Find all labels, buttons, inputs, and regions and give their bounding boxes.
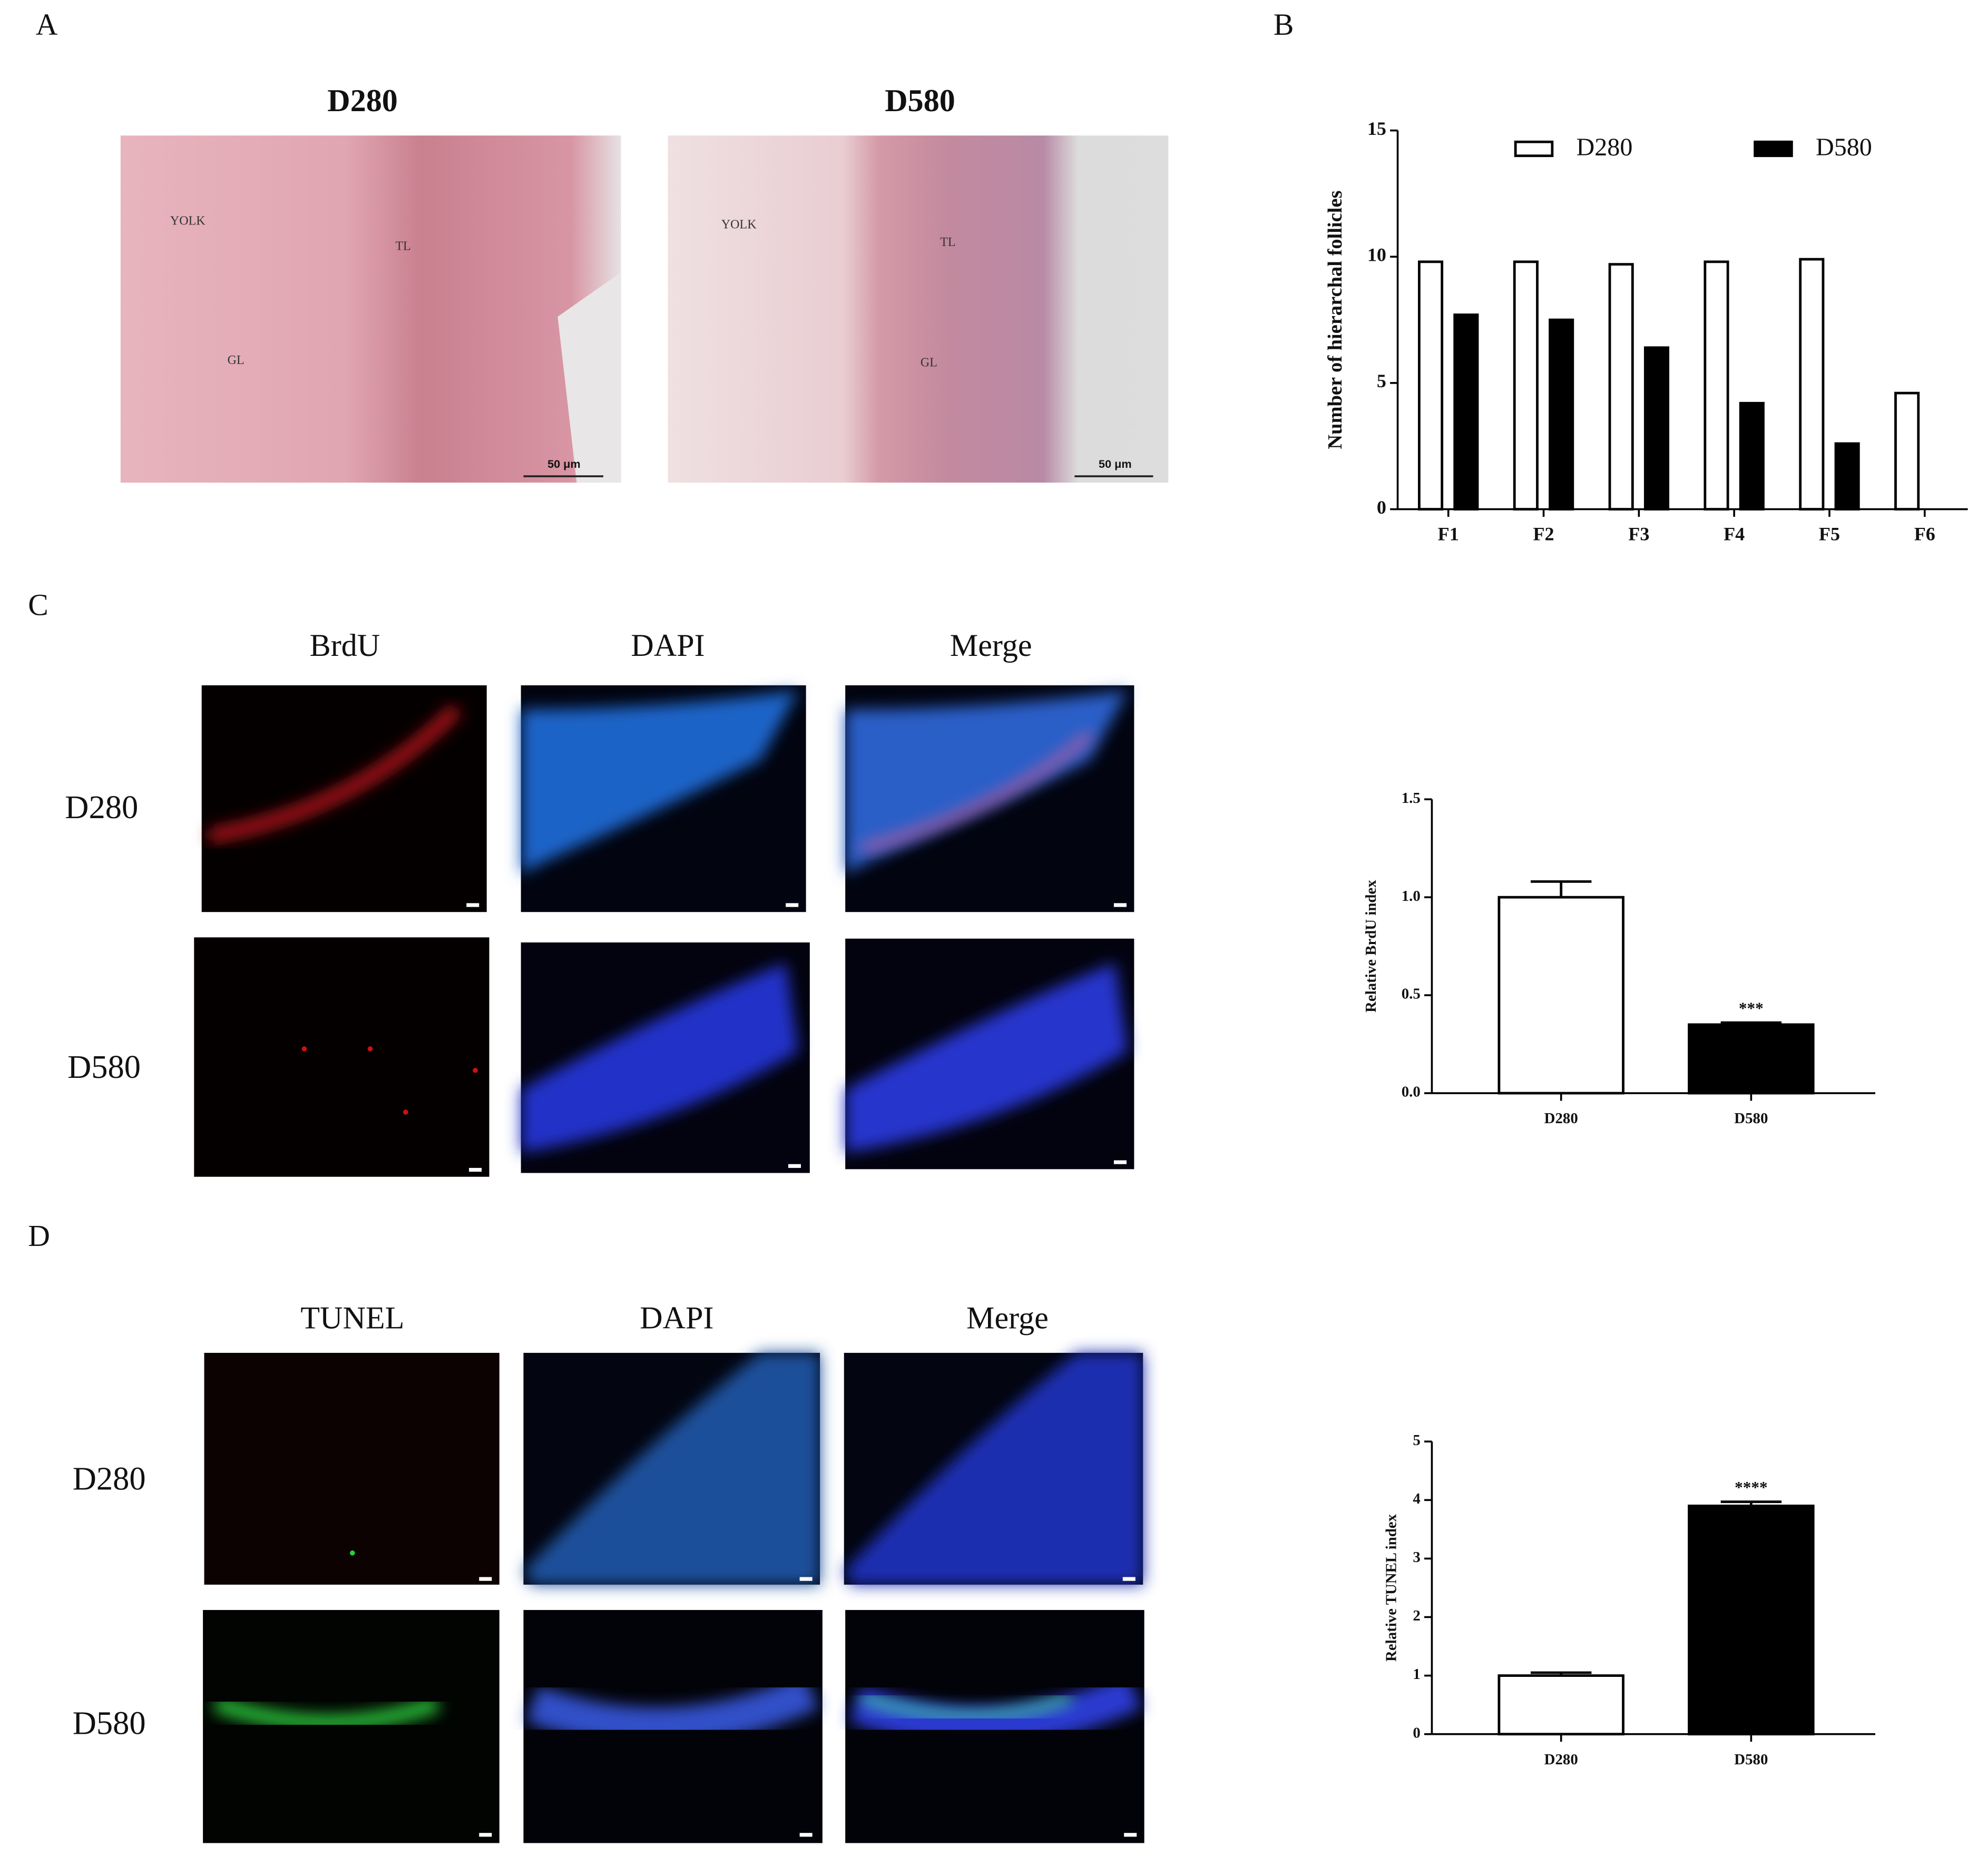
bar xyxy=(1704,260,1729,510)
tissue-label: YOLK xyxy=(170,214,205,228)
micrograph xyxy=(668,135,1169,483)
row-label: D580 xyxy=(67,1048,141,1085)
scale-bar-label: 50 μm xyxy=(1099,457,1132,470)
x-tick-label: D280 xyxy=(1544,1110,1578,1127)
bar xyxy=(1643,346,1670,510)
significance-label: **** xyxy=(1735,1478,1768,1497)
bar xyxy=(1513,260,1539,510)
column-header: D580 xyxy=(885,83,955,119)
y-tick-label: 15 xyxy=(1367,118,1386,139)
micrograph xyxy=(120,135,621,483)
column-header: DAPI xyxy=(631,628,704,663)
bar xyxy=(1739,401,1765,510)
fluorescence-image xyxy=(844,1352,1143,1585)
x-tick-label: F4 xyxy=(1724,523,1745,544)
legend-swatch xyxy=(1514,140,1554,158)
x-tick-label: F1 xyxy=(1438,523,1459,544)
column-header: Merge xyxy=(950,628,1032,663)
fluorescence-image xyxy=(204,1352,500,1585)
bar xyxy=(1608,263,1634,510)
bar xyxy=(1834,442,1860,510)
fluorescence-image xyxy=(194,937,490,1177)
column-header: BrdU xyxy=(310,628,380,663)
y-tick-label: 0.5 xyxy=(1402,986,1421,1003)
y-tick-label: 4 xyxy=(1413,1490,1420,1507)
fluorescence-image xyxy=(845,685,1134,912)
y-tick-label: 0 xyxy=(1413,1724,1420,1741)
bar xyxy=(1549,318,1574,510)
row-label: D580 xyxy=(73,1705,146,1742)
column-header: Merge xyxy=(966,1301,1049,1336)
x-tick-label: D280 xyxy=(1544,1751,1578,1768)
y-tick-label: 5 xyxy=(1377,370,1386,391)
fluorescence-image xyxy=(523,1610,823,1843)
y-tick-label: 1 xyxy=(1413,1666,1420,1683)
y-tick-label: 1.5 xyxy=(1402,790,1421,807)
bar xyxy=(1417,260,1444,510)
fluorescence-image xyxy=(521,942,810,1173)
panel-label: B xyxy=(1274,8,1294,42)
column-header: D280 xyxy=(327,83,398,119)
panel-label: D xyxy=(28,1220,50,1253)
bar xyxy=(1688,1505,1815,1736)
scale-bar-label: 50 μm xyxy=(547,457,581,470)
y-tick-label: 10 xyxy=(1367,244,1386,266)
x-tick-label: F3 xyxy=(1628,523,1649,544)
column-header: TUNEL xyxy=(300,1301,404,1336)
x-tick-label: F6 xyxy=(1914,523,1935,544)
y-tick-label: 5 xyxy=(1413,1432,1420,1449)
tissue-label: GL xyxy=(921,356,937,370)
fluorescence-image xyxy=(203,1610,500,1843)
fluorescence-image xyxy=(521,685,806,912)
fluorescence-image xyxy=(201,685,487,912)
tissue-label: YOLK xyxy=(721,218,757,232)
bar xyxy=(1894,391,1920,510)
y-tick-label: 3 xyxy=(1413,1549,1420,1566)
x-tick-label: D580 xyxy=(1734,1110,1768,1127)
bar xyxy=(1497,1674,1624,1736)
tissue-label: TL xyxy=(395,239,410,253)
fluorescence-image xyxy=(845,1610,1144,1843)
legend-label: D280 xyxy=(1577,133,1633,161)
y-tick-label: 0.0 xyxy=(1402,1084,1421,1101)
significance-label: *** xyxy=(1739,999,1764,1017)
panel-label: C xyxy=(28,588,48,622)
tissue-label: TL xyxy=(940,235,955,249)
tissue-label: GL xyxy=(228,353,244,367)
y-axis-label: Relative TUNEL index xyxy=(1383,1514,1400,1661)
y-tick-label: 2 xyxy=(1413,1607,1420,1624)
bar xyxy=(1688,1023,1815,1095)
bar xyxy=(1453,313,1479,510)
y-axis-label: Number of hierarchal follicles xyxy=(1324,191,1346,449)
column-header: DAPI xyxy=(640,1301,713,1336)
bar xyxy=(1799,258,1825,510)
fluorescence-image xyxy=(845,938,1134,1170)
y-tick-label: 0 xyxy=(1377,497,1386,518)
fluorescence-image xyxy=(523,1352,820,1585)
y-axis-label: Relative BrdU index xyxy=(1363,880,1379,1013)
legend-label: D580 xyxy=(1816,133,1872,161)
y-tick-label: 1.0 xyxy=(1402,888,1421,905)
bar xyxy=(1497,896,1624,1095)
x-tick-label: D580 xyxy=(1734,1751,1768,1768)
row-label: D280 xyxy=(65,789,138,826)
legend-swatch xyxy=(1754,140,1793,158)
x-tick-label: F2 xyxy=(1533,523,1554,544)
panel-label: A xyxy=(36,8,58,42)
row-label: D280 xyxy=(73,1460,146,1497)
x-tick-label: F5 xyxy=(1819,523,1840,544)
